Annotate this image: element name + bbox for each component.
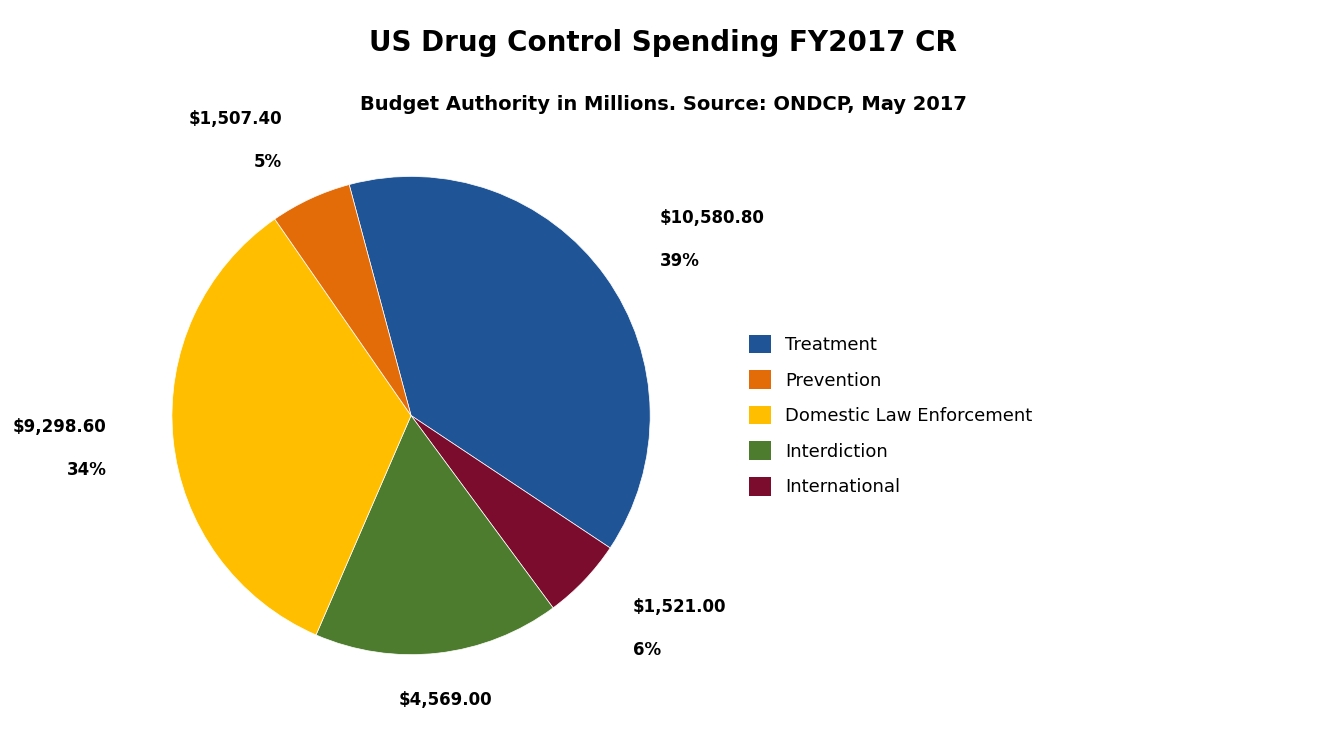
Text: 5%: 5% [255,153,282,171]
Wedge shape [411,416,610,608]
Text: Budget Authority in Millions. Source: ONDCP, May 2017: Budget Authority in Millions. Source: ON… [359,95,967,114]
Text: $9,298.60: $9,298.60 [13,418,106,436]
Text: 6%: 6% [633,642,660,660]
Text: $1,507.40: $1,507.40 [188,110,282,128]
Wedge shape [274,184,411,416]
Legend: Treatment, Prevention, Domestic Law Enforcement, Interdiction, International: Treatment, Prevention, Domestic Law Enfo… [749,335,1032,496]
Wedge shape [349,176,650,548]
Text: $10,580.80: $10,580.80 [659,209,765,227]
Wedge shape [172,219,411,635]
Text: $4,569.00: $4,569.00 [399,692,492,709]
Text: $1,521.00: $1,521.00 [633,599,727,617]
Text: US Drug Control Spending FY2017 CR: US Drug Control Spending FY2017 CR [369,29,957,57]
Text: 34%: 34% [66,461,106,479]
Text: 39%: 39% [659,252,700,270]
Wedge shape [316,416,553,655]
